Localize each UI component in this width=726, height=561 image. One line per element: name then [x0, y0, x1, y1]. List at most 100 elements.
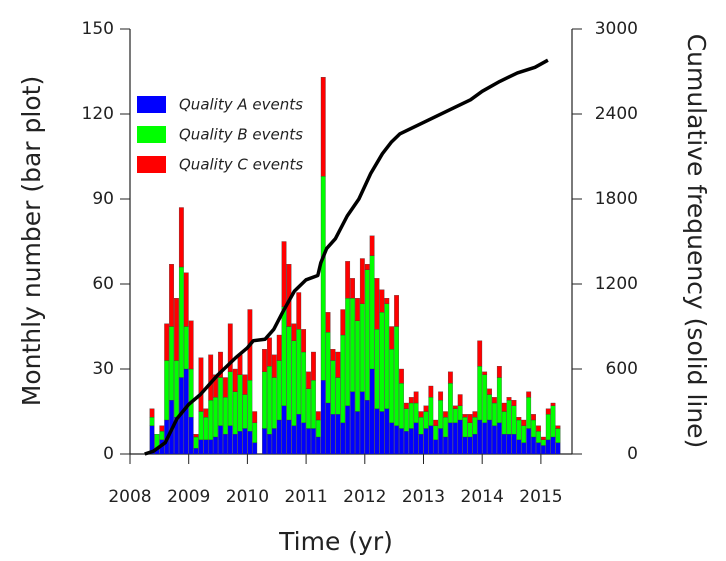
- bar-segment: [252, 411, 258, 423]
- bar-segment: [222, 397, 228, 435]
- bar-segment: [213, 397, 218, 438]
- bar-segment: [311, 428, 316, 455]
- bar-segment: [355, 298, 360, 321]
- bar-segment: [531, 414, 536, 421]
- bar-segment: [531, 436, 536, 455]
- bar-segment: [521, 419, 527, 426]
- bar-segment: [482, 422, 488, 455]
- bar-segment: [487, 394, 492, 421]
- bar-segment: [379, 312, 385, 412]
- y2-tick-label: 1800: [595, 189, 638, 209]
- bar-segment: [149, 408, 155, 418]
- bar-segment: [506, 400, 512, 435]
- bar-segment: [267, 434, 272, 455]
- bar-segment: [213, 436, 218, 455]
- bar-segment: [271, 377, 277, 429]
- bar-segment: [208, 400, 214, 440]
- bar-segment: [516, 417, 522, 421]
- bar-segment: [428, 385, 434, 398]
- bar-segment: [232, 391, 238, 435]
- y2-tick-label: 600: [606, 359, 638, 379]
- bar-segment: [526, 397, 532, 429]
- bar-segment: [325, 312, 331, 333]
- bar-segment: [276, 360, 282, 421]
- bar-segment: [335, 414, 341, 455]
- bar-segment: [418, 434, 424, 455]
- y2-tick-label: 2400: [595, 104, 638, 124]
- legend-label: Quality A events: [179, 96, 303, 114]
- bar-segment: [394, 326, 399, 426]
- bar-segment: [271, 354, 277, 378]
- bar-segment: [315, 411, 321, 421]
- bar-segment: [492, 402, 497, 426]
- bar-segment: [447, 422, 453, 455]
- bar-segment: [467, 414, 473, 423]
- bar-segment: [433, 425, 439, 440]
- bar-segment: [291, 425, 297, 455]
- bar-segment: [379, 411, 385, 455]
- bar-segment: [281, 241, 287, 307]
- bar-segment: [457, 419, 463, 455]
- bar-segment: [413, 402, 419, 423]
- bar-segment: [487, 419, 492, 455]
- y-tick-label: 0: [103, 444, 114, 464]
- bar-segment: [418, 411, 424, 418]
- bar-segment: [325, 402, 331, 455]
- bar-segment: [218, 377, 223, 426]
- bar-segment: [203, 417, 209, 440]
- bar-segment: [315, 436, 321, 455]
- bar-segment: [198, 439, 204, 455]
- bar-segment: [374, 329, 380, 409]
- bar-segment: [516, 419, 522, 440]
- bar-segment: [183, 326, 189, 370]
- bar-segment: [550, 405, 556, 438]
- bar-segment: [443, 436, 448, 455]
- bar-segment: [227, 425, 233, 455]
- bar-segment: [203, 439, 209, 455]
- cumulative-line: [144, 58, 549, 456]
- bar-segment: [281, 306, 287, 406]
- bar-segment: [487, 388, 492, 395]
- bar-segment: [472, 434, 478, 455]
- bar-segment: [218, 425, 223, 455]
- bar-segment: [222, 434, 228, 455]
- bar-segment: [477, 340, 483, 367]
- bar-segment: [174, 298, 179, 361]
- bar-segment: [452, 422, 458, 455]
- bar-segment: [237, 374, 243, 432]
- y-axis-title: Monthly number (bar plot): [17, 76, 46, 406]
- bar-segment: [536, 431, 541, 443]
- y-tick-label: 90: [92, 189, 114, 209]
- bar-segment: [242, 394, 248, 429]
- bar-segment: [262, 371, 267, 429]
- bar-segment: [237, 354, 243, 375]
- bar-segment: [516, 439, 522, 455]
- x-tick-label: 2009: [167, 487, 210, 507]
- bar-segment: [423, 428, 429, 455]
- bar-segment: [193, 448, 199, 455]
- x-tick-label: 2013: [402, 487, 445, 507]
- bar-segment: [408, 402, 414, 429]
- bar-segment: [364, 269, 370, 401]
- bar-segment: [413, 391, 419, 404]
- bar-segment: [315, 419, 321, 438]
- bar-segment: [550, 436, 556, 455]
- bar-segment: [521, 442, 527, 455]
- x-tick-label: 2008: [108, 487, 151, 507]
- bar-segment: [447, 383, 453, 423]
- bar-segment: [545, 439, 551, 455]
- bar-segment: [369, 368, 375, 455]
- bar-segment: [374, 278, 380, 330]
- bar-segment: [247, 431, 253, 455]
- bar-segment: [237, 431, 243, 455]
- bar-segment: [350, 298, 355, 392]
- bar-segment: [452, 405, 458, 409]
- bar-segment: [438, 391, 444, 401]
- bar-segment: [482, 374, 488, 423]
- x-tick-label: 2011: [284, 487, 327, 507]
- bar-segment: [443, 417, 448, 438]
- bar-segment: [403, 402, 409, 409]
- bar-segment: [169, 326, 174, 401]
- bar-segment: [384, 408, 390, 455]
- bar-segment: [428, 425, 434, 455]
